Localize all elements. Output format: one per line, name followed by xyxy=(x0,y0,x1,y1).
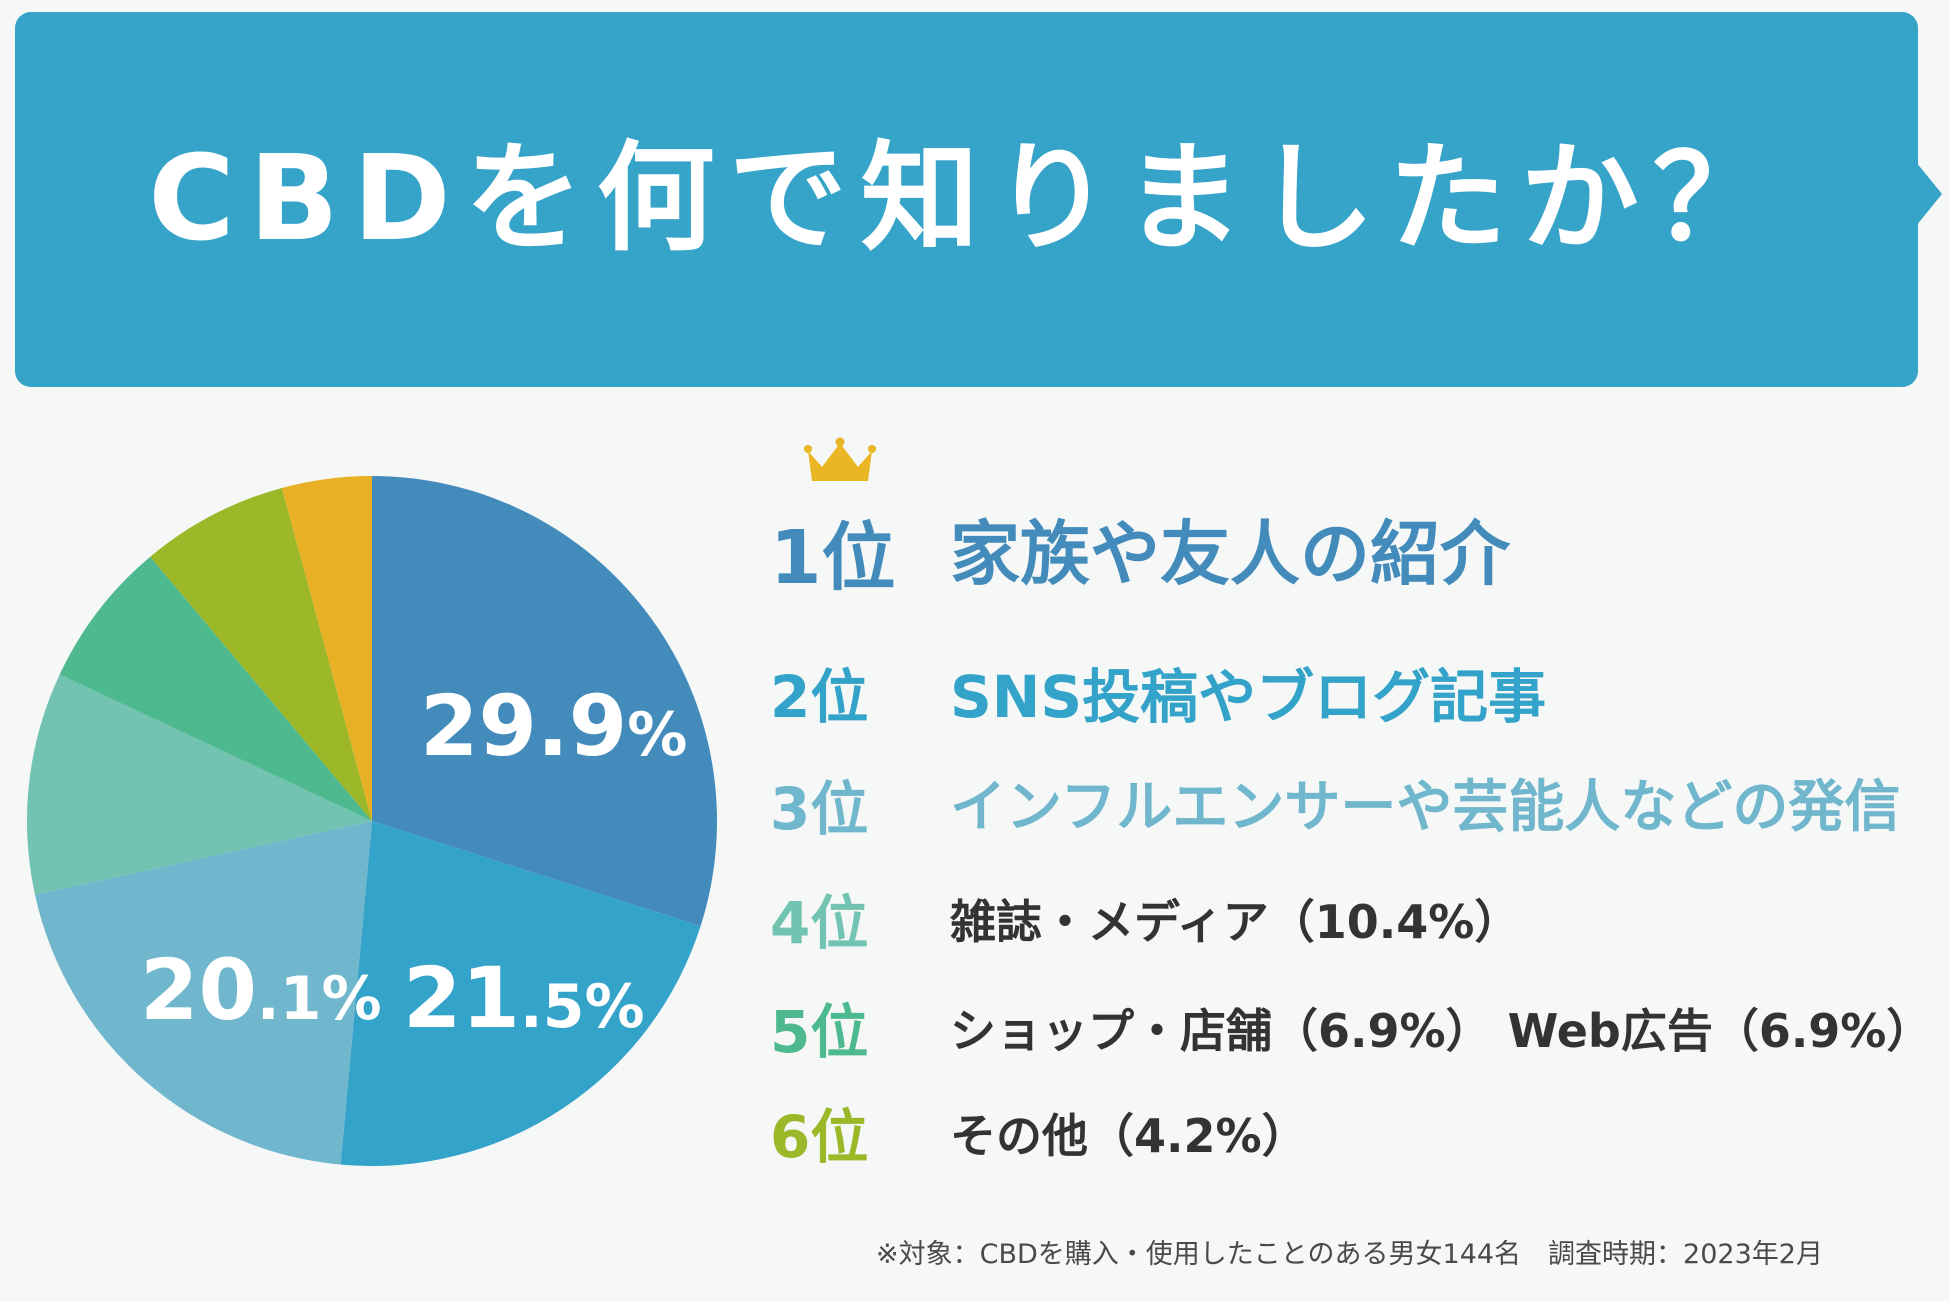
rank-3-label: インフルエンサーや芸能人などの発信 xyxy=(950,775,1901,840)
rank-5-label: ショップ・店舗（6.9%） Web広告（6.9%） xyxy=(950,1004,1933,1058)
pie-slice-3 xyxy=(34,821,372,1165)
rank-row-6: 6位 その他（4.2%） xyxy=(770,1090,1308,1174)
banner-tail xyxy=(1916,162,1942,226)
title-banner xyxy=(15,12,1918,387)
rank-3: 3位 xyxy=(770,775,869,843)
rank-2: 2位 xyxy=(770,663,869,731)
pie-slice-7 xyxy=(281,476,372,821)
pie-slice-6 xyxy=(150,487,372,821)
rank-row-1: 1位 家族や友人の紹介 xyxy=(770,498,1510,605)
rank-1: 1位 xyxy=(770,515,896,601)
rank-row-4: 4位 雑誌・メディア（10.4%） xyxy=(770,876,1520,960)
rank-row-3: 3位 インフルエンサーや芸能人などの発信 xyxy=(770,762,1900,846)
rank-row-2: 2位 SNS投稿やブログ記事 xyxy=(770,650,1546,734)
pie-slice-2 xyxy=(340,821,701,1166)
slice-label-1-suffix: % xyxy=(627,700,688,770)
rank-6: 6位 xyxy=(770,1103,869,1171)
rank-2-label: SNS投稿やブログ記事 xyxy=(950,663,1547,731)
slice-label-2-suffix: .5% xyxy=(519,972,645,1042)
page-title: CBDを何で知りましたか？ xyxy=(148,129,1785,267)
rank-1-label: 家族や友人の紹介 xyxy=(950,513,1510,595)
slice-label-3: 20.1% xyxy=(140,948,382,1032)
pie-slice-4 xyxy=(26,674,372,895)
survey-footnote: ※対象：CBDを購入・使用したことのある男女144名 調査時期：2023年2月 xyxy=(876,1239,1823,1270)
pie-slice-5 xyxy=(59,556,372,821)
rank-row-5: 5位 ショップ・店舗（6.9%） Web広告（6.9%） xyxy=(770,985,1932,1069)
slice-label-1: 29.9% xyxy=(420,684,687,768)
pie-slice-1 xyxy=(372,476,717,927)
slice-label-2-main: 21 xyxy=(403,949,520,1047)
rank-5: 5位 xyxy=(770,998,869,1066)
slice-label-2: 21.5% xyxy=(403,956,645,1040)
pie-chart xyxy=(26,476,717,1166)
crown-icon xyxy=(804,437,876,481)
slice-label-1-main: 29.9 xyxy=(420,677,628,775)
rank-6-label: その他（4.2%） xyxy=(950,1109,1308,1163)
slice-label-3-suffix: .1% xyxy=(256,964,382,1034)
rank-4-label: 雑誌・メディア（10.4%） xyxy=(950,895,1521,949)
slice-label-3-main: 20 xyxy=(140,941,257,1039)
rank-4: 4位 xyxy=(770,889,869,957)
